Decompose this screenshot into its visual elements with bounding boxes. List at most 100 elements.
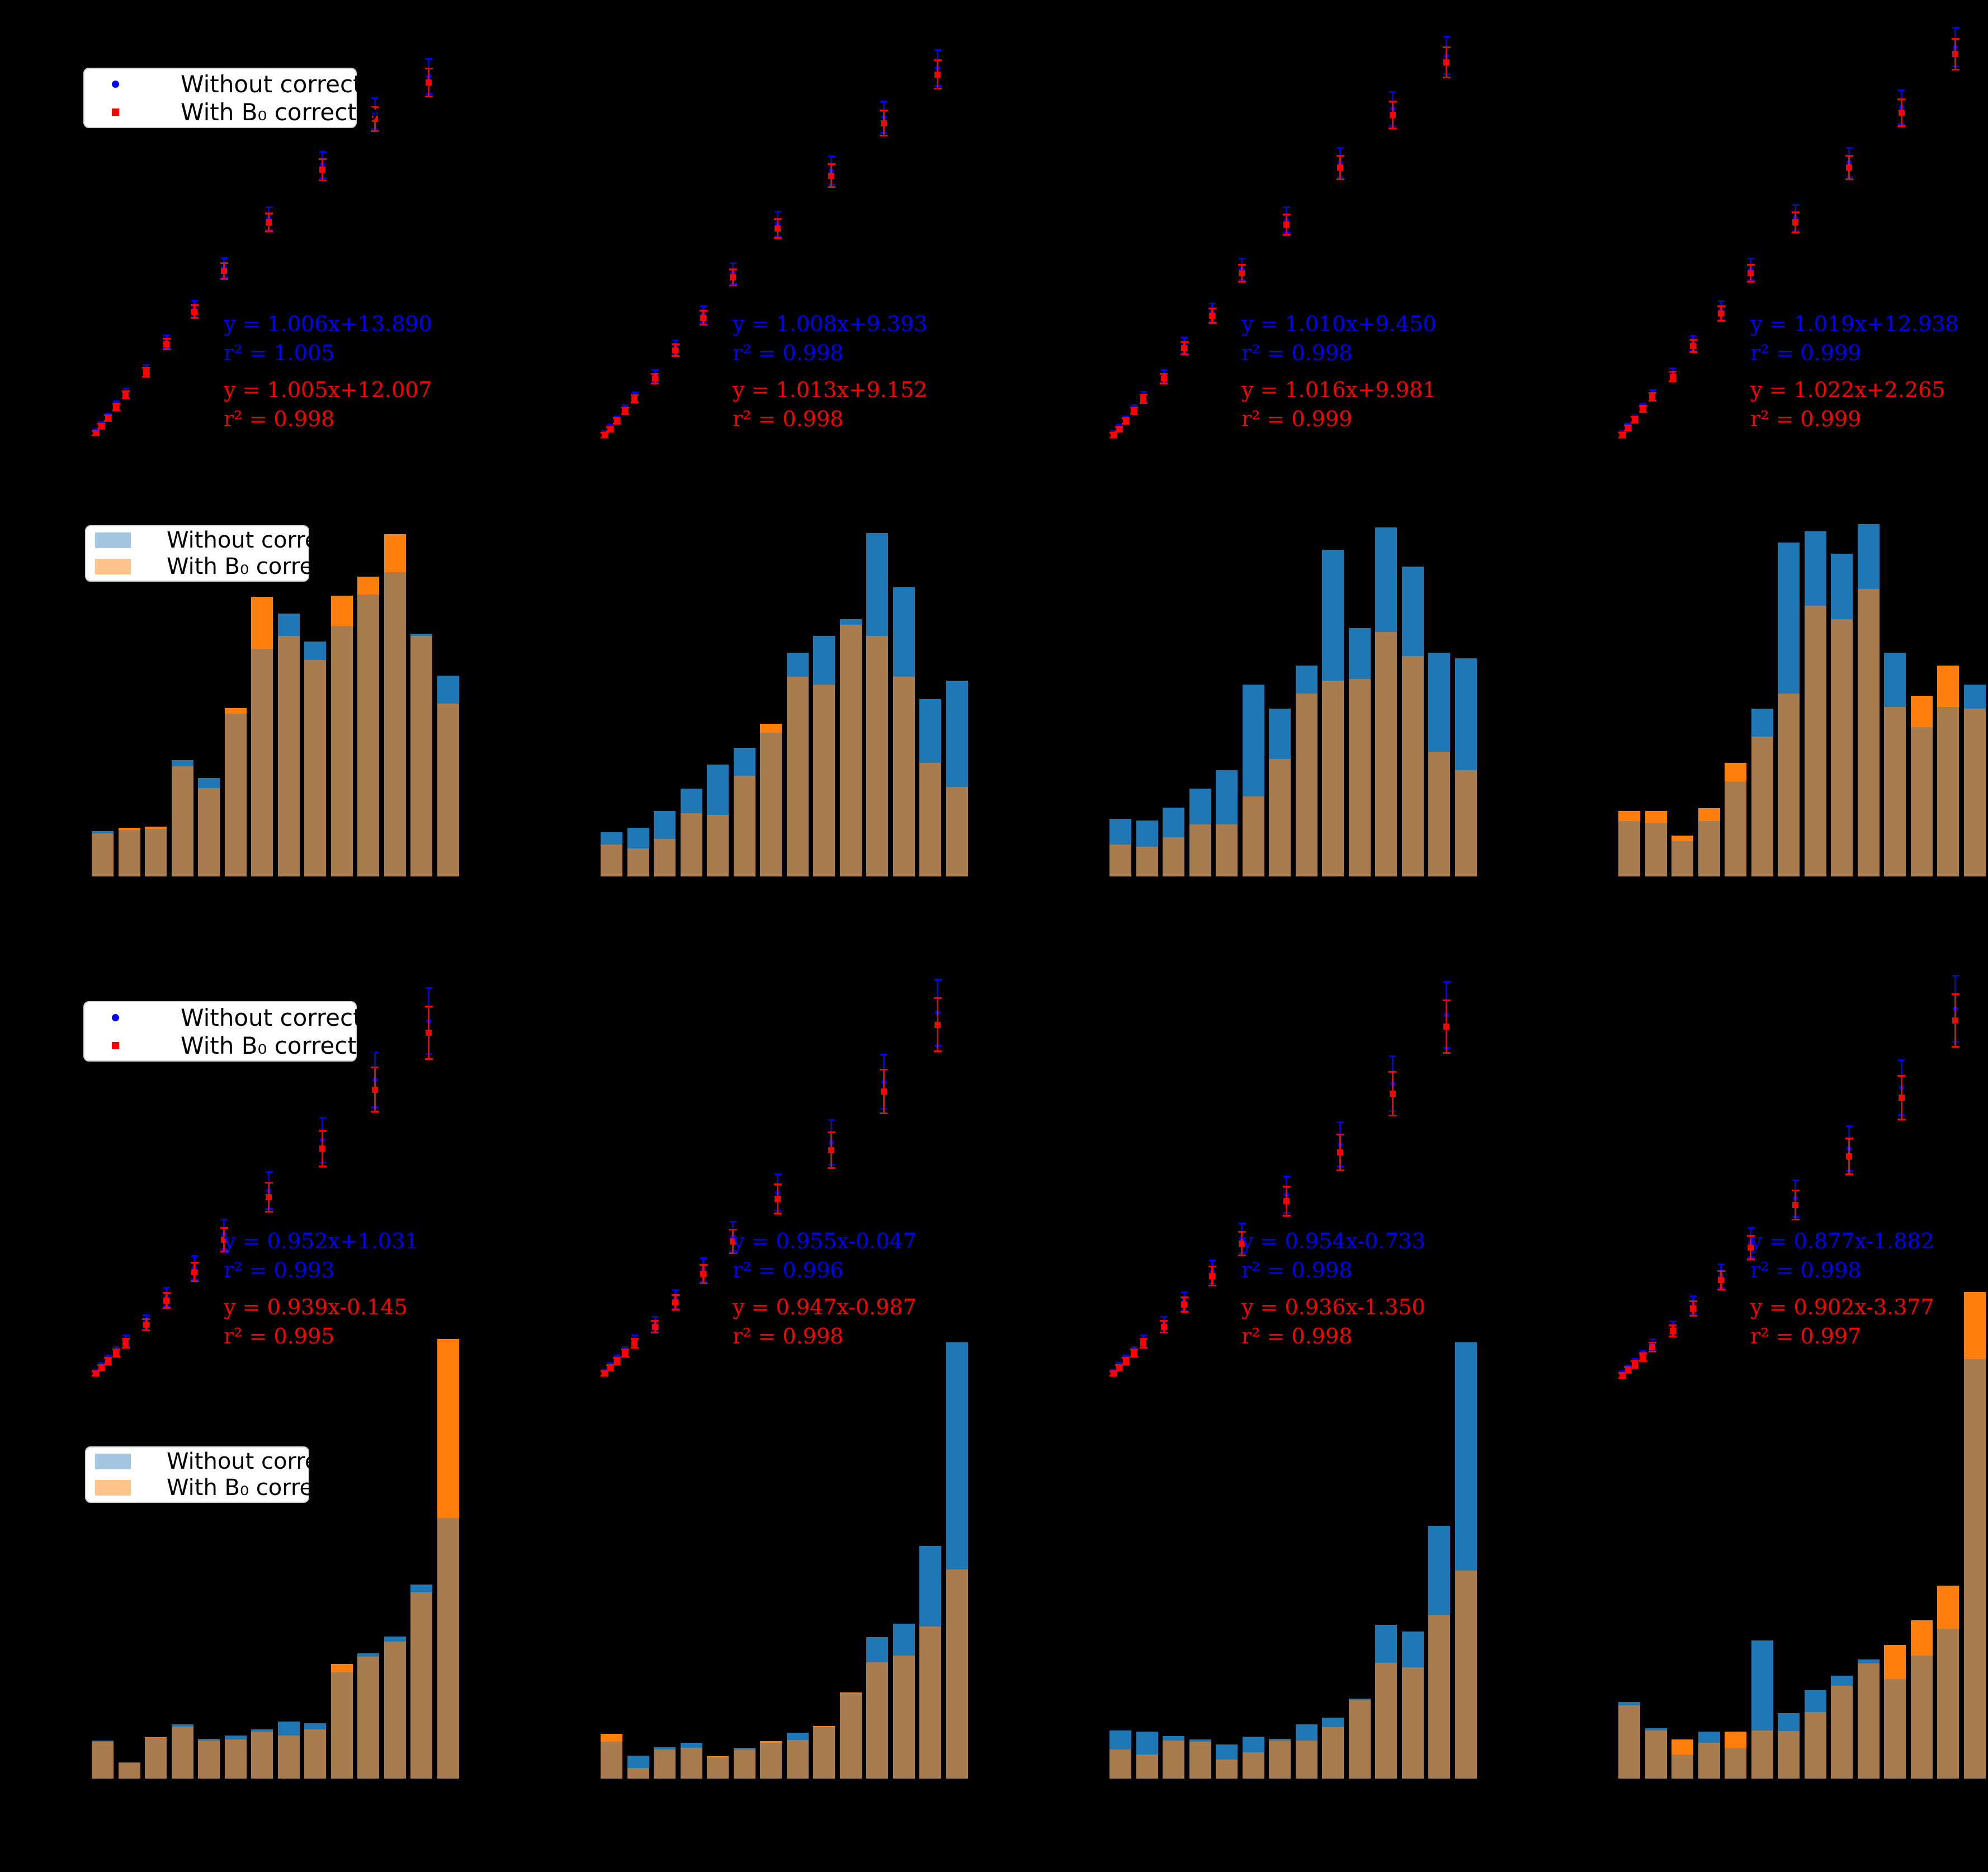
bar-overlap-segment (1671, 1754, 1694, 1779)
bar-top-segment (1831, 554, 1853, 619)
red-point (105, 415, 111, 422)
red-point (1443, 1024, 1449, 1030)
bar-top-segment (893, 1623, 915, 1656)
blue-errorbar-cap (621, 404, 629, 407)
red-errorbar-cap (265, 1210, 273, 1213)
blue-errorbar-cap (1140, 1335, 1147, 1337)
red-point (1640, 405, 1646, 412)
red-errorbar-cap (1689, 1315, 1697, 1317)
red-point (191, 308, 198, 315)
red-errorbar-cap (190, 304, 199, 307)
red-point (934, 1021, 941, 1028)
red-errorbar-cap (265, 1181, 273, 1183)
red-point (1718, 1277, 1725, 1284)
blue-errorbar-cap (105, 412, 112, 414)
red-point (880, 120, 887, 126)
blue-errorbar-cap (1130, 404, 1137, 407)
red-errorbar-cap (1746, 280, 1755, 282)
red-point (98, 1364, 105, 1371)
blue-errorbar-cap (934, 979, 941, 981)
bar-top-segment (601, 1733, 623, 1742)
red-point (1952, 1017, 1958, 1024)
red-errorbar-cap (1638, 1360, 1647, 1362)
blue-errorbar-cap (143, 1314, 150, 1316)
red-errorbar-cap (1717, 305, 1725, 308)
panel-scatter-r1c2 (598, 42, 970, 447)
blue-errorbar-cap (1160, 369, 1168, 371)
legend-item-without: Without correction (84, 70, 398, 98)
bar-top-segment (1884, 1645, 1906, 1680)
bar-top-segment (866, 1637, 889, 1662)
red-point (730, 1238, 736, 1245)
fit-equations-r3c4: y = 0.877x-1.882 r² = 0.998 y = 0.902x-3… (1750, 1227, 1934, 1351)
bar-overlap-segment (1910, 1656, 1933, 1779)
red-errorbar-cap (773, 237, 782, 239)
blue-errorbar-cap (828, 1119, 835, 1121)
red-point (1631, 1361, 1638, 1368)
bar-overlap-segment (760, 733, 782, 876)
red-point (1690, 343, 1697, 350)
bar-top-segment (1295, 666, 1318, 694)
bar-overlap-segment (1645, 823, 1667, 876)
bar-overlap-segment (1778, 694, 1800, 876)
bar-top-segment (1242, 684, 1264, 796)
panel-scatter-r3c1 (89, 976, 461, 1381)
bar-overlap-segment (1348, 678, 1371, 876)
legend-item-with: With B₀ correction (86, 554, 369, 579)
panel-bars-r2c2 (598, 503, 970, 876)
bar-top-segment (1804, 1690, 1826, 1713)
bar-overlap-segment (1884, 706, 1906, 876)
red-errorbar-cap (827, 186, 835, 188)
red-point (1389, 1090, 1396, 1097)
bar-top-segment (1698, 1732, 1720, 1743)
red-errorbar-cap (1717, 320, 1725, 322)
bar-top-segment (198, 1738, 220, 1741)
bar-overlap-segment (330, 1672, 353, 1779)
red-errorbar-cap (1442, 76, 1451, 78)
blue-errorbar-cap (1238, 1223, 1245, 1225)
blue-errorbar-cap (1130, 1346, 1137, 1348)
bar-top-segment (1618, 811, 1641, 822)
red-point (98, 423, 105, 430)
red-errorbar-cap (1208, 1284, 1216, 1286)
red-errorbar-cap (424, 1058, 433, 1060)
fit-eq-red: y = 0.936x-1.350 (1241, 1295, 1425, 1319)
red-errorbar-cap (729, 1252, 737, 1255)
bar-overlap-segment (357, 594, 380, 876)
red-point (1116, 426, 1122, 432)
bar-top-segment (839, 1692, 862, 1694)
bar-top-segment (1216, 1744, 1238, 1760)
red-point (1625, 1367, 1631, 1374)
red-point (371, 116, 378, 122)
blue-errorbar-cap (1180, 1291, 1188, 1293)
red-errorbar-cap (630, 394, 639, 396)
panel-scatter-r3c2 (598, 976, 970, 1381)
bar-overlap-segment (1804, 606, 1826, 876)
bar-overlap-segment (680, 813, 702, 876)
fit-eq-blue: y = 0.954x-0.733 (1241, 1229, 1425, 1253)
bar-overlap-segment (839, 624, 862, 876)
red-errorbar-cap (880, 1112, 888, 1115)
red-errorbar-cap (1845, 1173, 1853, 1176)
bar-top-segment (627, 1756, 649, 1768)
blue-errorbar-cap (1649, 1338, 1656, 1341)
blue-errorbar-cap (1238, 257, 1245, 260)
blue-errorbar-cap (1792, 204, 1799, 206)
red-errorbar-cap (424, 68, 433, 70)
bar-top-segment (680, 1742, 702, 1748)
red-errorbar-cap (613, 1357, 621, 1359)
red-point (191, 1269, 198, 1275)
red-errorbar-cap (104, 1357, 112, 1359)
red-errorbar-cap (142, 367, 150, 369)
bar-overlap-segment (304, 1729, 327, 1779)
blue-errorbar-cap (1122, 1355, 1130, 1357)
red-point (1110, 1370, 1117, 1376)
blue-errorbar-cap (1952, 975, 1959, 977)
blue-errorbar-cap (1283, 1175, 1290, 1177)
fit-eq-blue: y = 1.019x+12.938 (1750, 312, 1959, 336)
red-errorbar-cap (729, 268, 737, 270)
panel-scatter-r3c4 (1616, 975, 1988, 1381)
red-errorbar-cap (1638, 411, 1647, 413)
red-errorbar-cap (1897, 1074, 1906, 1077)
red-errorbar-cap (1336, 1133, 1344, 1135)
